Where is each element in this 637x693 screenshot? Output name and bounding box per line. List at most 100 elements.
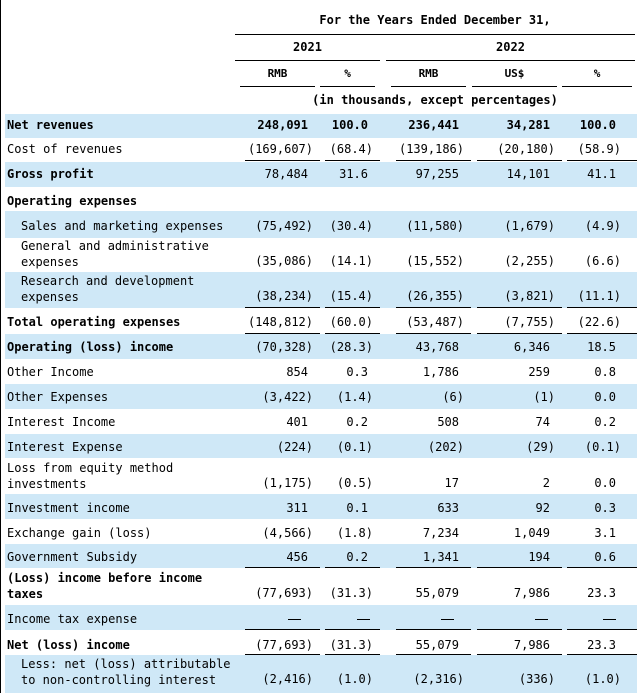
cell-rmb-2022: 43,768 [415, 340, 459, 354]
cell-rmb-2021: (148,812) [247, 315, 313, 329]
subtotal-rule [245, 567, 320, 568]
subtotal-rule [245, 333, 320, 334]
cell-usd-2022: (20,180) [497, 142, 555, 156]
cell-rmb-2021: (70,328) [255, 340, 313, 354]
cell-pct-2021: 100.0 [331, 118, 368, 132]
subtotal-rule [477, 567, 562, 568]
nil-dash [357, 612, 370, 626]
row-label: Interest Expense [7, 440, 123, 454]
row-label: Net revenues [7, 118, 94, 132]
cell-usd-2022: (3,821) [504, 289, 555, 303]
cell-pct-2022: (1.0) [584, 672, 621, 686]
cell-usd-2022: 14,101 [506, 167, 550, 181]
units-note: (in thousands, except percentages) [312, 93, 558, 107]
table-row-total-operating-expenses: Total operating expenses (148,812) (60.0… [5, 308, 637, 334]
subtotal-rule [396, 160, 471, 161]
cell-rmb-2022: 17 [444, 476, 459, 490]
subtotal-rule [477, 160, 562, 161]
cell-rmb-2021: (35,086) [255, 254, 313, 268]
cell-usd-2022: 2 [542, 476, 550, 490]
cell-usd-2022: (1) [533, 390, 555, 404]
cell-pct-2021: (1.4) [336, 390, 373, 404]
cell-usd-2022: 7,986 [513, 638, 550, 652]
nil-dash [441, 612, 454, 626]
cell-pct-2021: (60.0) [329, 315, 373, 329]
col-header-rule-rmb-2022 [391, 86, 466, 87]
table-row-other-income: Other Income 854 0.3 1,786 259 0.8 [5, 359, 637, 384]
subtotal-rule [477, 307, 562, 308]
cell-pct-2022: (6.6) [584, 254, 621, 268]
subtotal-rule [567, 307, 637, 308]
period-title: For the Years Ended December 31, [319, 13, 551, 27]
cell-pct-2022: (4.9) [584, 219, 621, 233]
subtotal-rule [245, 654, 320, 655]
cell-usd-2022: (336) [518, 672, 555, 686]
cell-pct-2022: 0.0 [594, 390, 616, 404]
cell-usd-2022: 6,346 [513, 340, 550, 354]
cell-rmb-2022: 236,441 [408, 118, 459, 132]
subtotal-rule [325, 160, 380, 161]
col-header-usd-2022: US$ [504, 67, 525, 80]
subtotal-rule [477, 654, 562, 655]
cell-usd-2022: 7,986 [513, 586, 550, 600]
cell-rmb-2021: (4,566) [262, 526, 313, 540]
table-row-operating-loss-income: Operating (loss) income (70,328) (28.3) … [5, 334, 637, 359]
cell-usd-2022: 259 [528, 365, 550, 379]
table-row-income-tax-expense: Income tax expense [5, 605, 637, 630]
cell-pct-2022: 100.0 [579, 118, 616, 132]
row-label: Operating expenses [7, 194, 138, 208]
cell-pct-2022: 23.3 [587, 638, 616, 652]
subtotal-rule [396, 629, 471, 630]
cell-pct-2021: (0.1) [336, 440, 373, 454]
table-row-exchange-gain-loss: Exchange gain (loss) (4,566) (1.8) 7,234… [5, 519, 637, 544]
table-row-net-loss-income: Net (loss) income (77,693) (31.3) 55,079… [5, 630, 637, 655]
cell-rmb-2022: (6) [442, 390, 464, 404]
row-label: Exchange gain (loss) [7, 526, 152, 540]
cell-pct-2022: 0.8 [594, 365, 616, 379]
table-row-gross-profit: Gross profit 78,484 31.6 97,255 14,101 4… [5, 162, 637, 187]
cell-rmb-2022: 1,786 [422, 365, 459, 379]
subtotal-rule [325, 654, 380, 655]
subtotal-rule [245, 160, 320, 161]
subtotal-rule [567, 629, 637, 630]
subtotal-rule [325, 629, 380, 630]
table-row-interest-income: Interest Income 401 0.2 508 74 0.2 [5, 409, 637, 434]
cell-pct-2021: (28.3) [329, 340, 373, 354]
table-row-non-controlling-interest: Less: net (loss) attributable to non-con… [5, 655, 637, 693]
cell-rmb-2022: (2,316) [413, 672, 464, 686]
cell-pct-2021: (30.4) [329, 219, 373, 233]
cell-rmb-2022: 508 [437, 415, 459, 429]
subtotal-rule [245, 307, 320, 308]
col-header-rmb-2022: RMB [418, 67, 439, 80]
period-title-rule [235, 34, 635, 35]
subtotal-rule [396, 333, 471, 334]
table-row-research-development: Research and development expenses (38,23… [5, 272, 637, 308]
cell-usd-2022: (29) [526, 440, 555, 454]
cell-rmb-2022: 55,079 [415, 638, 459, 652]
cell-rmb-2021: 456 [286, 550, 308, 564]
col-header-rule-pct-2022 [562, 86, 632, 87]
cell-rmb-2022: (11,580) [406, 219, 464, 233]
cell-pct-2021: 0.3 [346, 365, 368, 379]
cell-pct-2021: (31.3) [329, 638, 373, 652]
subtotal-rule [325, 307, 380, 308]
table-row-government-subsidy: Government Subsidy 456 0.2 1,341 194 0.6 [5, 544, 637, 568]
cell-rmb-2021: 311 [286, 501, 308, 515]
year-2022-header: 2022 [496, 40, 525, 54]
cell-rmb-2022: (53,487) [406, 315, 464, 329]
cell-rmb-2021: (169,607) [247, 142, 313, 156]
subtotal-rule [325, 567, 380, 568]
row-label: Interest Income [7, 415, 116, 429]
nil-dash [603, 612, 616, 626]
col-header-rmb-2021: RMB [267, 67, 288, 80]
row-label: General and administrative expenses [21, 239, 209, 269]
cell-pct-2022: 3.1 [594, 526, 616, 540]
table-row-loss-before-taxes: (Loss) income before income taxes (77,69… [5, 568, 637, 605]
cell-pct-2022: (58.9) [577, 142, 621, 156]
year-2021-rule [235, 60, 380, 61]
cell-rmb-2022: 633 [437, 501, 459, 515]
cell-usd-2022: 34,281 [506, 118, 550, 132]
cell-rmb-2021: (3,422) [262, 390, 313, 404]
row-label: (Loss) income before income taxes [7, 571, 203, 601]
